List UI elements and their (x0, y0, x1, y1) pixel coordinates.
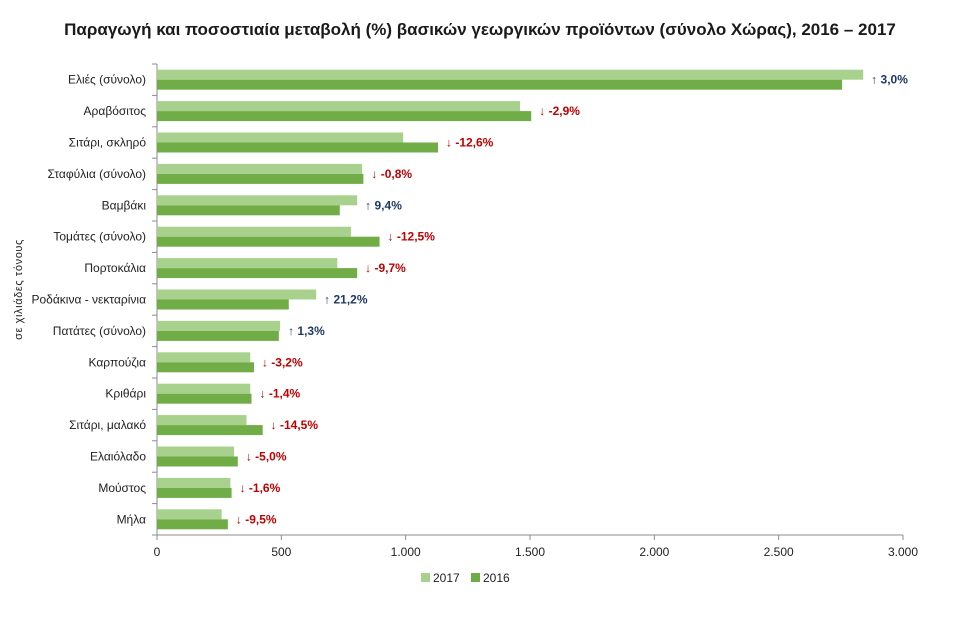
category-label: Πατάτες (σύνολο) (53, 324, 146, 338)
legend-label-2016: 2016 (483, 571, 510, 585)
x-tick-label: 500 (271, 545, 291, 559)
change-label: ↓ -9,5% (236, 512, 277, 526)
change-label: ↓ -1,4% (259, 387, 300, 401)
category-label: Κριθάρι (105, 387, 146, 401)
bar-2016 (157, 268, 358, 279)
category-label: Καρπούζια (89, 355, 147, 369)
bar-2017 (157, 446, 235, 457)
bar-2017 (157, 226, 351, 237)
bar-2017 (157, 320, 281, 331)
bar-2016 (157, 111, 532, 122)
bar-2016 (157, 299, 289, 310)
category-label: Μήλα (117, 512, 146, 526)
chart-title: Παραγωγή και ποσοστιαία μεταβολή (%) βασ… (64, 20, 896, 39)
x-tick-label: 2.000 (639, 545, 669, 559)
change-label: ↓ -12,5% (388, 230, 436, 244)
bar-2017 (157, 163, 363, 174)
bar-2016 (157, 456, 238, 467)
category-label: Σιτάρι, σκληρό (69, 136, 147, 150)
bar-2016 (157, 425, 263, 436)
category-label: Μούστος (98, 481, 146, 495)
bar-2016 (157, 393, 252, 404)
category-label: Ελαιόλαδο (90, 450, 146, 464)
bar-2017 (157, 509, 222, 520)
x-tick-label: 1.500 (515, 545, 545, 559)
change-label: ↓ -0,8% (371, 167, 412, 181)
x-tick-label: 0 (154, 545, 161, 559)
x-tick-label: 2.500 (764, 545, 794, 559)
change-label: ↑ 1,3% (288, 324, 325, 338)
bar-2016 (157, 205, 340, 216)
change-label: ↓ -3,2% (262, 355, 303, 369)
change-label: ↓ -1,6% (240, 481, 281, 495)
bar-2017 (157, 258, 338, 269)
x-tick-label: 3.000 (888, 545, 918, 559)
change-label: ↓ -14,5% (271, 418, 319, 432)
bar-2016 (157, 487, 232, 498)
category-label: Σιτάρι, μαλακό (69, 418, 146, 432)
change-label: ↓ -9,7% (365, 261, 406, 275)
bar-2016 (157, 519, 228, 530)
bar-2017 (157, 195, 358, 206)
category-label: Αραβόσιτος (84, 104, 147, 118)
change-label: ↓ -12,6% (446, 136, 494, 150)
legend-swatch-2017 (421, 573, 430, 582)
change-label: ↓ -5,0% (246, 450, 287, 464)
bar-2017 (157, 289, 317, 300)
category-label: Ροδάκινα - νεκταρίνια (31, 293, 146, 307)
change-label: ↑ 21,2% (324, 293, 368, 307)
category-label: Βαμβάκι (102, 198, 147, 212)
bar-2016 (157, 362, 254, 373)
category-label: Τομάτες (σύνολο) (53, 230, 146, 244)
y-axis-label: σε χιλιάδες τόνους (13, 239, 25, 340)
change-label: ↓ -2,9% (539, 104, 580, 118)
bar-2016 (157, 79, 843, 90)
change-label: ↑ 9,4% (365, 198, 402, 212)
category-label: Ελιές (σύνολο) (68, 73, 146, 87)
bar-2017 (157, 383, 251, 394)
bar-2017 (157, 352, 251, 363)
bar-2016 (157, 236, 380, 247)
bar-2017 (157, 477, 231, 488)
change-label: ↑ 3,0% (871, 73, 908, 87)
category-label: Σταφύλια (σύνολο) (47, 167, 146, 181)
bar-2017 (157, 101, 521, 112)
legend-swatch-2016 (471, 573, 480, 582)
legend-label-2017: 2017 (433, 571, 460, 585)
bar-2017 (157, 132, 404, 143)
category-label: Πορτοκάλια (84, 261, 146, 275)
bar-2016 (157, 330, 279, 341)
bar-2017 (157, 69, 864, 80)
bar-2016 (157, 173, 364, 184)
x-tick-label: 1.000 (391, 545, 421, 559)
bar-2016 (157, 142, 438, 153)
bar-2017 (157, 415, 247, 426)
